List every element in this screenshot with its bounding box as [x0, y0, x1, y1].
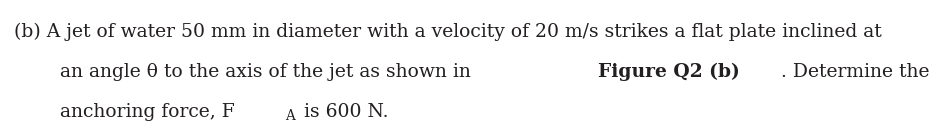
- Text: (b) A jet of water 50 mm in diameter with a velocity of 20 m/s strikes a flat pl: (b) A jet of water 50 mm in diameter wit…: [14, 23, 882, 41]
- Text: an angle θ to the axis of the jet as shown in: an angle θ to the axis of the jet as sho…: [60, 63, 477, 81]
- Text: is 600 N.: is 600 N.: [298, 103, 388, 121]
- Text: A: A: [286, 109, 295, 123]
- Text: . Determine the angle θ if the: . Determine the angle θ if the: [781, 63, 931, 81]
- Text: Figure Q2 (b): Figure Q2 (b): [598, 63, 739, 81]
- Text: anchoring force, F: anchoring force, F: [60, 103, 235, 121]
